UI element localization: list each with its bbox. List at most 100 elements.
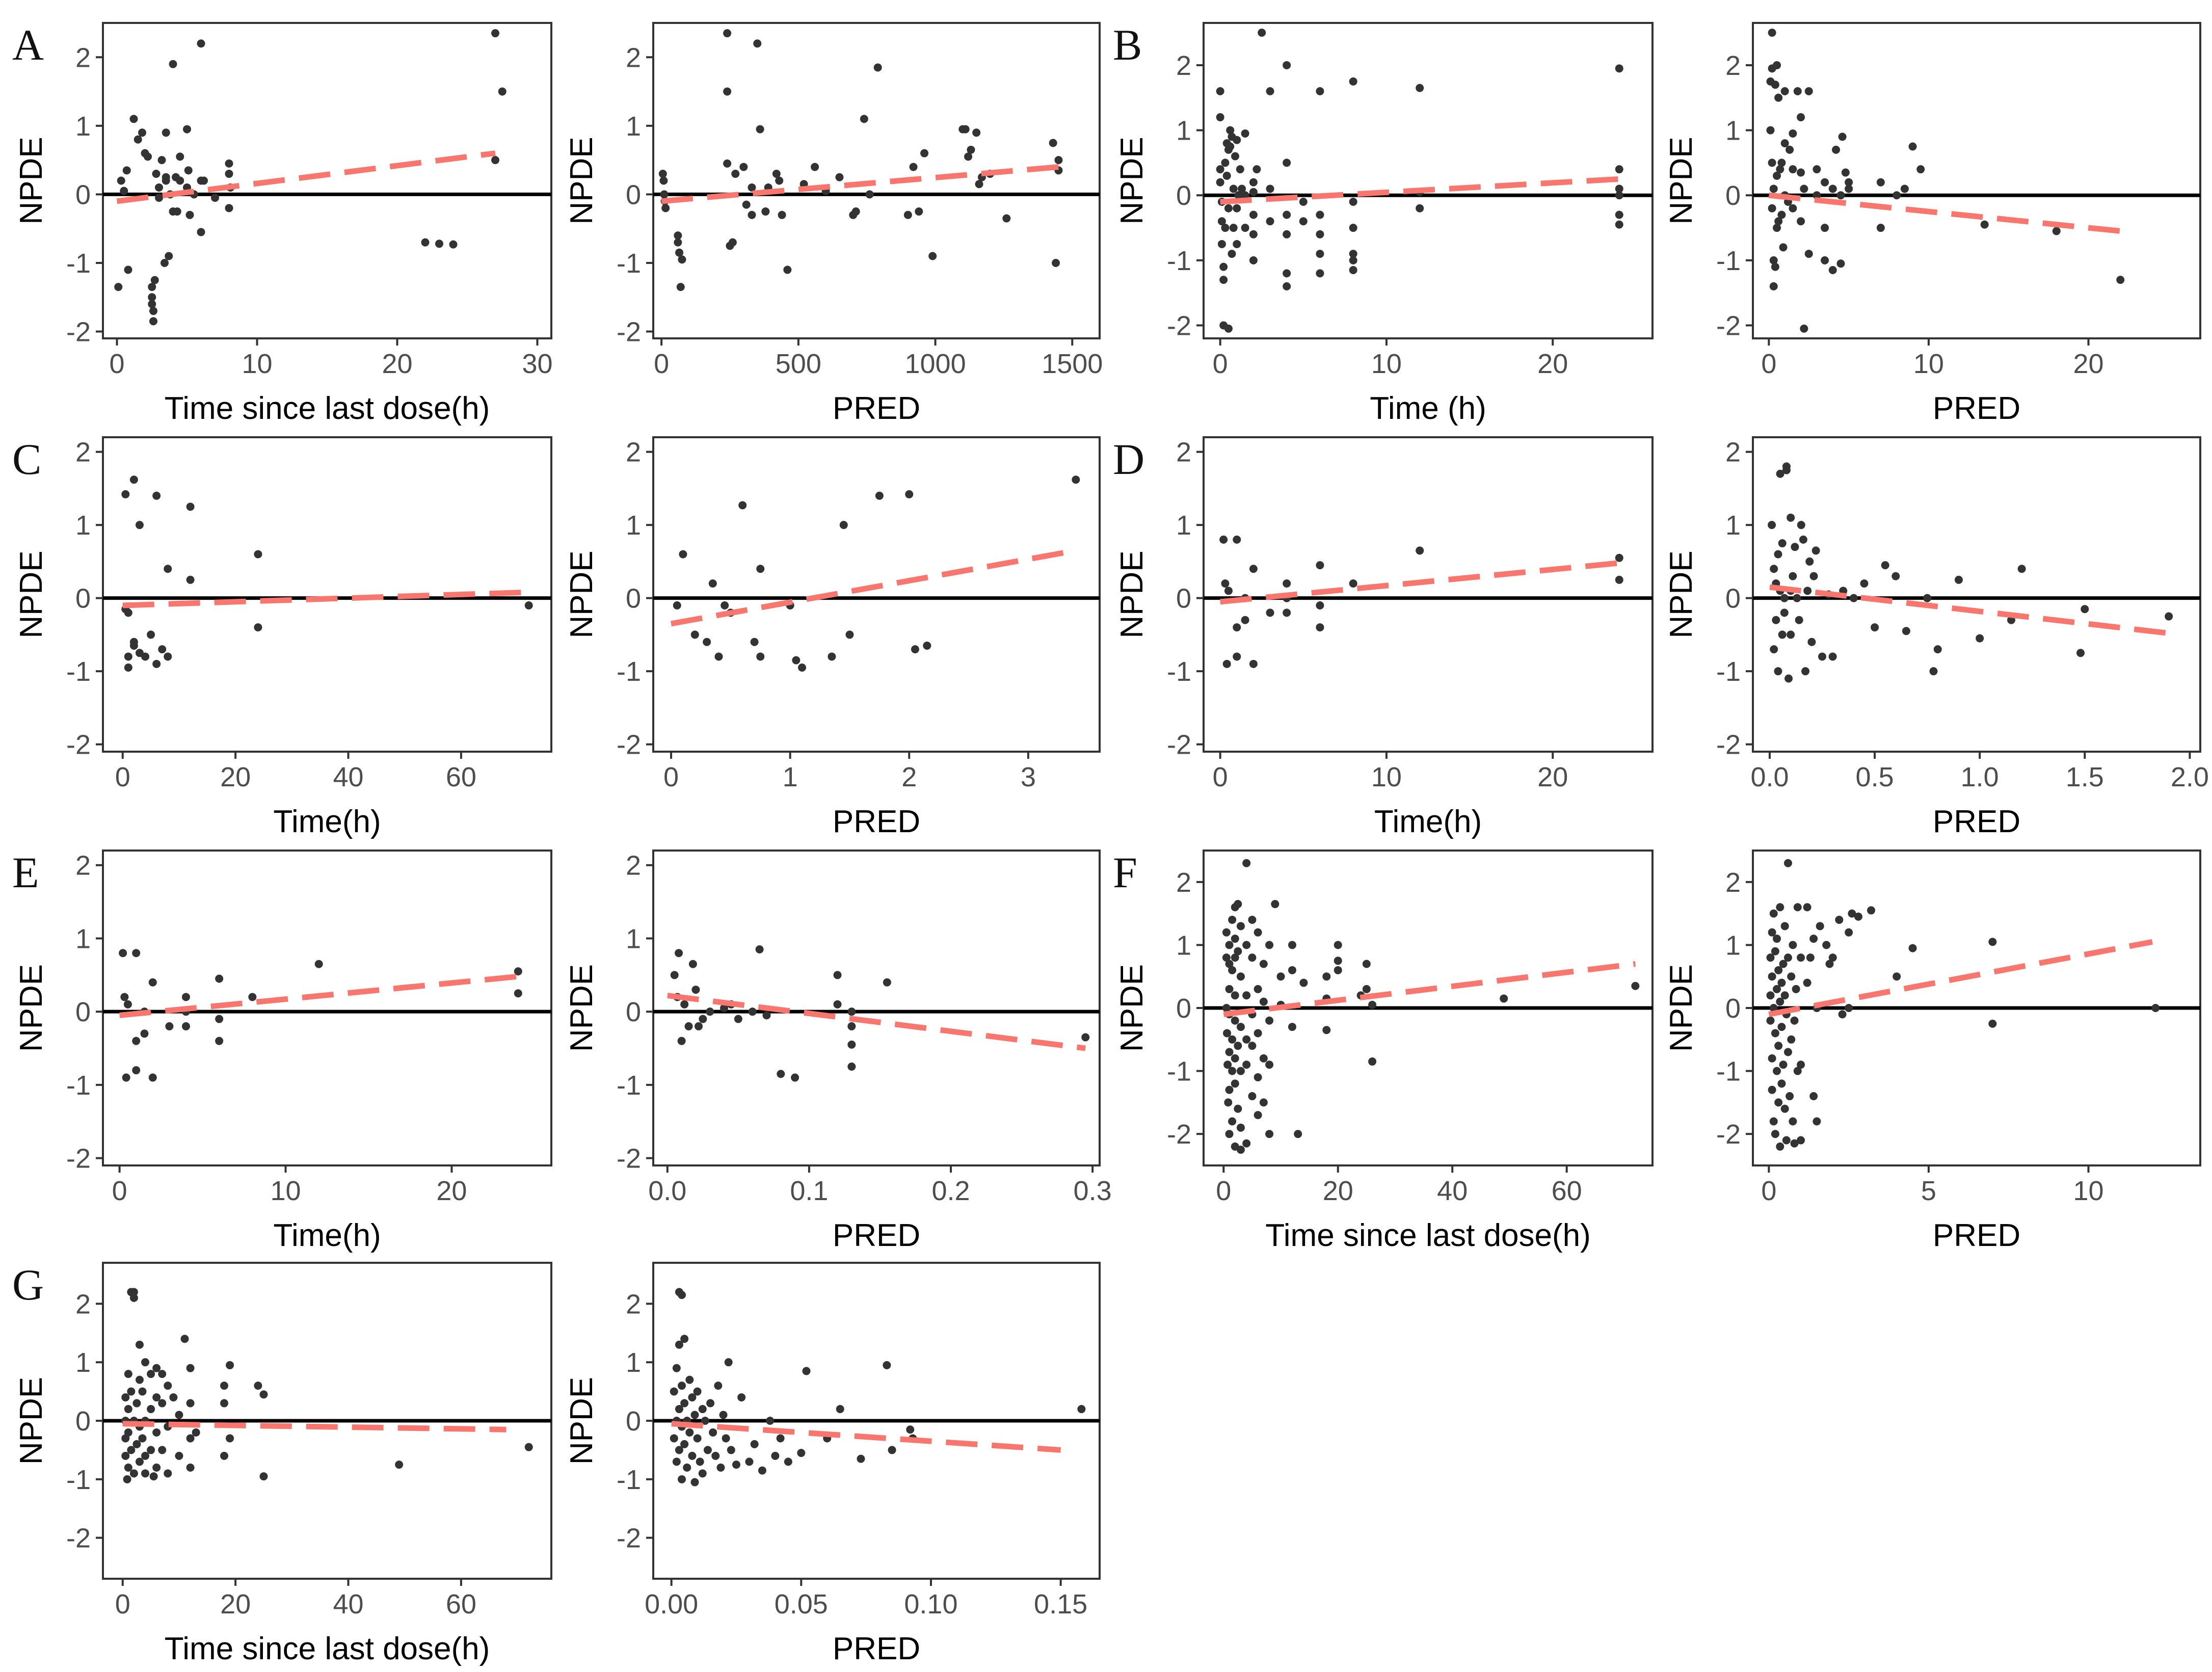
data-point bbox=[720, 1004, 729, 1012]
data-point bbox=[197, 39, 205, 48]
data-point bbox=[1231, 1054, 1239, 1063]
data-point bbox=[698, 1405, 707, 1414]
x-axis-title: Time(h) bbox=[1374, 804, 1482, 839]
data-point bbox=[435, 240, 443, 248]
x-axis-title: Time since last dose(h) bbox=[165, 391, 490, 426]
panel-A1: 0 10 20 30 -2 -1 0 1 2 Time since last dose(h) NPD… bbox=[12, 20, 553, 426]
data-point bbox=[1804, 250, 1813, 258]
data-point bbox=[670, 1434, 678, 1443]
panel-label: D bbox=[1113, 435, 1144, 484]
data-point bbox=[169, 60, 177, 68]
data-point bbox=[1349, 256, 1357, 264]
data-point bbox=[690, 1478, 699, 1487]
data-point bbox=[791, 1073, 799, 1082]
data-point bbox=[1248, 915, 1257, 924]
data-point bbox=[1615, 184, 1623, 193]
data-point bbox=[1784, 674, 1793, 683]
y-tick-label: 1 bbox=[75, 923, 91, 954]
data-point bbox=[905, 490, 914, 498]
data-point bbox=[836, 1405, 844, 1414]
data-point bbox=[684, 1022, 693, 1030]
data-point bbox=[1254, 1111, 1262, 1120]
data-point bbox=[1234, 900, 1242, 909]
data-point bbox=[1224, 587, 1233, 595]
data-point bbox=[1242, 1060, 1251, 1069]
data-point bbox=[873, 63, 882, 72]
data-point bbox=[1867, 906, 1876, 915]
data-point bbox=[225, 204, 233, 213]
data-point bbox=[1849, 594, 1858, 602]
y-tick-label: 0 bbox=[1176, 993, 1191, 1024]
data-point bbox=[1791, 543, 1799, 551]
data-point bbox=[197, 176, 205, 185]
data-point bbox=[2081, 605, 2089, 614]
y-axis-title: NPDE bbox=[14, 137, 49, 224]
data-point bbox=[149, 1472, 158, 1481]
data-point bbox=[1259, 1098, 1268, 1107]
y-axis-title: NPDE bbox=[564, 964, 599, 1052]
data-point bbox=[1368, 1057, 1377, 1066]
data-point bbox=[888, 1446, 896, 1454]
data-point bbox=[1259, 1054, 1268, 1063]
data-point bbox=[1241, 129, 1249, 138]
data-point bbox=[1773, 224, 1781, 232]
data-point bbox=[134, 135, 142, 144]
data-point bbox=[164, 565, 172, 573]
data-point bbox=[129, 1293, 138, 1302]
y-axis-title: NPDE bbox=[564, 137, 599, 224]
y-axis-title: NPDE bbox=[564, 550, 599, 638]
data-point bbox=[1249, 565, 1258, 573]
data-point bbox=[2165, 612, 2173, 621]
data-point bbox=[1229, 224, 1238, 232]
y-tick-label: -2 bbox=[1716, 310, 1741, 341]
y-tick-label: -2 bbox=[66, 317, 91, 348]
data-point bbox=[1216, 113, 1224, 122]
data-point bbox=[1416, 546, 1424, 555]
data-point bbox=[1052, 258, 1060, 267]
data-point bbox=[1769, 184, 1778, 193]
data-point bbox=[1871, 623, 1879, 632]
y-tick-label: 1 bbox=[75, 1347, 91, 1378]
x-tick-label: 0 bbox=[115, 762, 130, 792]
data-point bbox=[677, 1037, 686, 1045]
data-point bbox=[742, 200, 751, 209]
data-point bbox=[1349, 266, 1357, 274]
data-point bbox=[706, 1007, 714, 1016]
data-point bbox=[734, 1015, 742, 1023]
data-point bbox=[124, 266, 132, 274]
y-tick-label: -1 bbox=[1716, 656, 1741, 687]
data-point bbox=[1766, 953, 1775, 962]
data-point bbox=[964, 152, 973, 161]
x-tick-label: 2 bbox=[901, 762, 917, 792]
trend-line bbox=[671, 1421, 1061, 1453]
data-point bbox=[1316, 250, 1324, 258]
data-point bbox=[1236, 1146, 1245, 1154]
data-point bbox=[723, 87, 732, 96]
plot-frame bbox=[102, 22, 552, 339]
data-point bbox=[132, 1066, 141, 1075]
data-point bbox=[129, 1469, 138, 1478]
data-point bbox=[680, 1000, 689, 1008]
data-point bbox=[674, 238, 682, 247]
y-axis-title: NPDE bbox=[14, 550, 49, 638]
data-point bbox=[1806, 953, 1815, 962]
data-point bbox=[909, 163, 918, 171]
data-point bbox=[1266, 184, 1274, 193]
data-point bbox=[1841, 168, 1850, 177]
x-axis-title: PRED bbox=[1933, 391, 2020, 426]
data-point bbox=[158, 1370, 167, 1378]
data-point bbox=[1835, 915, 1844, 924]
data-point bbox=[1216, 165, 1224, 174]
data-point bbox=[1789, 129, 1797, 138]
data-point bbox=[147, 630, 155, 639]
data-point bbox=[1231, 991, 1239, 1000]
panel-G1: 0 20 40 60 -2 -1 0 1 2 Time since last dose(h) NPD… bbox=[12, 1260, 552, 1666]
data-point bbox=[449, 240, 458, 249]
data-point bbox=[1821, 178, 1829, 187]
data-point bbox=[659, 176, 668, 185]
data-point bbox=[2116, 276, 2125, 284]
data-point bbox=[148, 283, 156, 291]
y-tick-label: -1 bbox=[1716, 246, 1741, 276]
y-axis-title: NPDE bbox=[1664, 137, 1699, 224]
